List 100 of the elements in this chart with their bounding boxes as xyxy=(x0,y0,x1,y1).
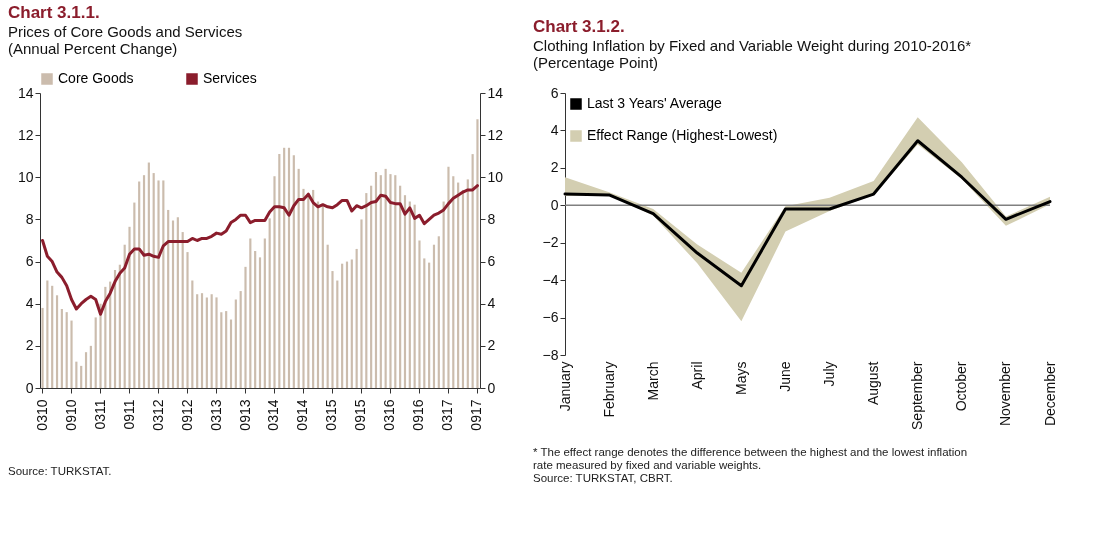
x-tick-label: February xyxy=(600,361,617,418)
bar xyxy=(384,168,387,388)
x-tick-label: 0914 xyxy=(294,399,311,431)
y-tick-label: 2 xyxy=(25,337,34,354)
y-tick-label: 10 xyxy=(17,168,34,185)
y2-tick-label: 0 xyxy=(487,379,496,396)
bar xyxy=(229,319,233,388)
x-tick-label: 0910 xyxy=(62,399,79,431)
bar xyxy=(379,175,382,388)
chart-title: Chart 3.1.2. xyxy=(533,17,625,36)
bar xyxy=(196,294,199,388)
bar xyxy=(181,232,184,388)
bar xyxy=(461,189,465,388)
bar xyxy=(84,352,88,388)
bar xyxy=(249,238,252,388)
source-note: Source: TURKSTAT. xyxy=(8,465,112,477)
bar xyxy=(423,258,426,388)
bar xyxy=(205,297,208,388)
x-tick-label: 0314 xyxy=(265,399,282,431)
bar xyxy=(80,365,83,388)
x-tick-label: 0312 xyxy=(149,399,166,431)
bar xyxy=(94,317,97,388)
bar xyxy=(345,261,349,388)
legend-label: Last 3 Years' Average xyxy=(587,95,722,111)
bar xyxy=(287,147,291,388)
bar xyxy=(244,266,247,388)
bar xyxy=(210,294,213,388)
y-tick-label: 6 xyxy=(25,253,34,270)
y2-tick-label: 8 xyxy=(487,210,496,227)
y-tick-label: −2 xyxy=(542,234,559,251)
y-tick-label: −8 xyxy=(542,346,559,363)
bar xyxy=(471,154,474,388)
bar xyxy=(215,297,218,388)
bar xyxy=(360,219,363,388)
bar xyxy=(273,176,276,388)
bar xyxy=(186,252,189,388)
bar xyxy=(41,307,44,388)
x-tick-label: October xyxy=(953,361,970,412)
bar xyxy=(283,147,286,388)
bar xyxy=(152,173,155,388)
bar xyxy=(466,179,469,388)
bar xyxy=(263,238,266,388)
y-tick-label: 0 xyxy=(550,196,559,213)
bar xyxy=(389,174,392,388)
x-tick-label: 0315 xyxy=(323,399,340,431)
bar xyxy=(476,119,479,388)
bar xyxy=(171,220,175,388)
chart-title: Chart 3.1.1. xyxy=(8,3,100,22)
y-tick-label: 14 xyxy=(17,84,34,101)
x-tick-label: June xyxy=(776,361,793,392)
y2-tick-label: 12 xyxy=(487,126,504,143)
x-tick-label: August xyxy=(865,361,882,406)
bar xyxy=(292,155,295,388)
x-tick-label: March xyxy=(644,361,661,401)
bar xyxy=(331,271,334,388)
x-tick-label: Mays xyxy=(732,361,749,395)
bar xyxy=(278,154,281,388)
bar xyxy=(447,166,450,388)
x-tick-label: 0311 xyxy=(91,399,108,430)
y-tick-label: 4 xyxy=(25,295,34,312)
y2-tick-label: 4 xyxy=(487,295,496,312)
bar xyxy=(370,185,373,388)
x-tick-label: 0912 xyxy=(178,399,195,431)
y-tick-label: −4 xyxy=(542,271,559,288)
bar xyxy=(157,180,160,388)
bar xyxy=(55,295,59,388)
legend-label: Core Goods xyxy=(58,70,134,86)
y-tick-label: 4 xyxy=(550,121,559,138)
bar xyxy=(51,285,54,388)
bar xyxy=(336,280,339,388)
bar xyxy=(133,202,136,388)
x-tick-label: 0316 xyxy=(381,399,398,431)
source-note: Source: TURKSTAT, CBRT. xyxy=(533,472,673,484)
bar xyxy=(60,308,63,388)
y2-tick-label: 14 xyxy=(487,84,504,101)
bar xyxy=(302,188,305,388)
legend-label: Effect Range (Highest-Lowest) xyxy=(587,127,778,143)
x-tick-label: 0317 xyxy=(439,399,456,431)
y-tick-label: 0 xyxy=(25,379,34,396)
x-tick-label: November xyxy=(997,361,1014,427)
x-tick-label: 0310 xyxy=(33,399,50,431)
bar xyxy=(128,226,131,388)
chart-subtitle: Prices of Core Goods and Services (Annual Percent Change) xyxy=(8,23,243,57)
bar xyxy=(254,251,257,388)
bar xyxy=(341,263,344,388)
bar xyxy=(432,244,436,388)
bar xyxy=(326,244,329,388)
bar xyxy=(394,175,397,388)
bar xyxy=(234,299,237,388)
bar xyxy=(239,291,242,388)
x-tick-label: 0916 xyxy=(410,399,427,431)
x-tick-label: September xyxy=(909,361,926,430)
bar xyxy=(147,162,150,388)
bar xyxy=(200,293,204,388)
bar xyxy=(89,345,92,388)
bar xyxy=(350,259,353,388)
y-tick-label: −6 xyxy=(542,309,559,326)
bar xyxy=(297,168,300,388)
bar xyxy=(225,311,228,388)
bar xyxy=(220,312,223,388)
